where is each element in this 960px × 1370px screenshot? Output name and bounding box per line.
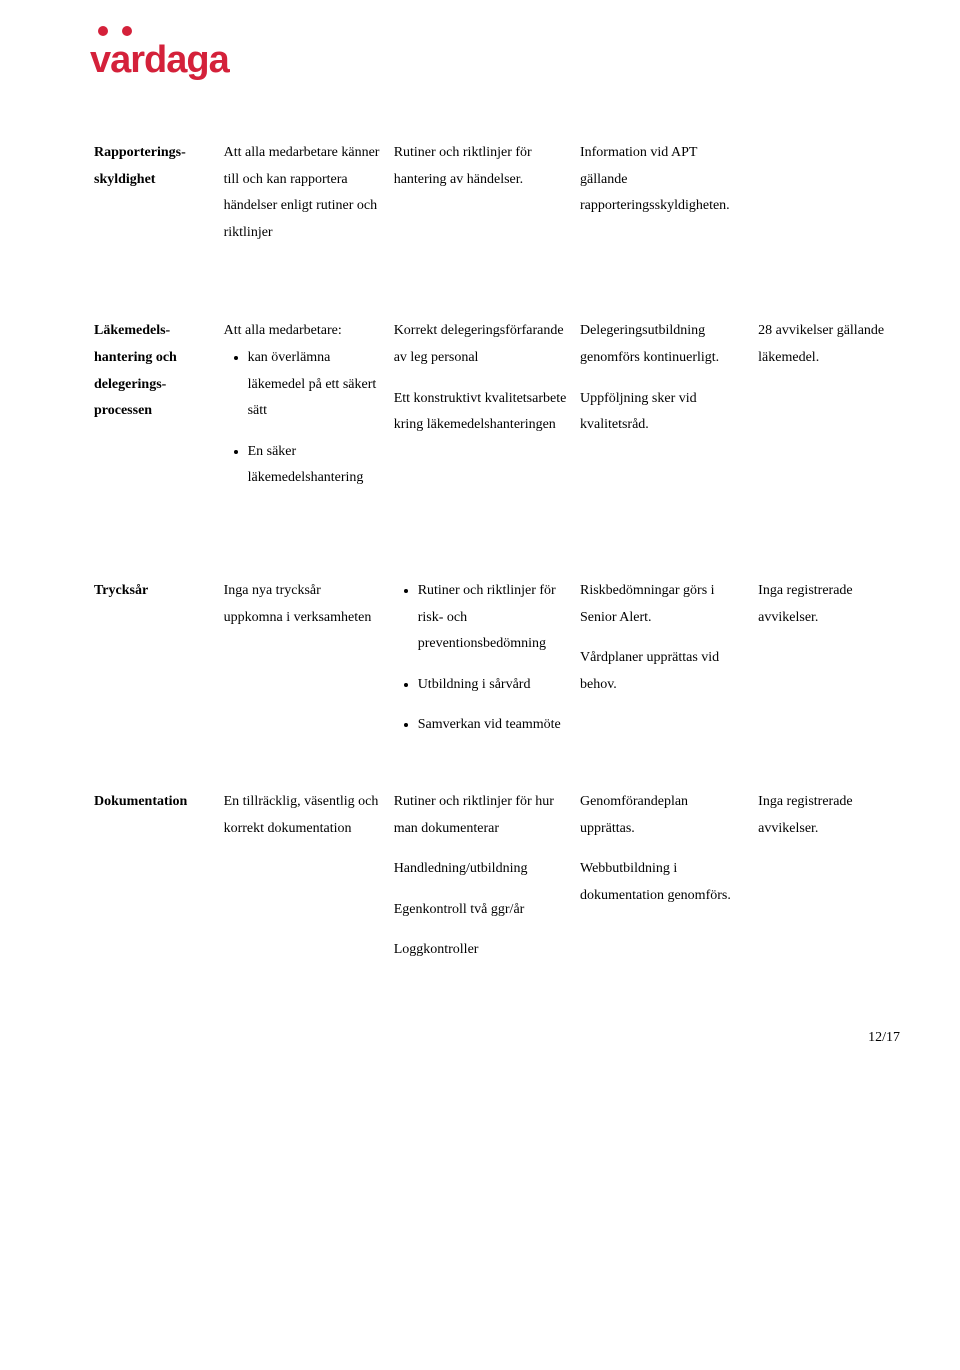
logo: vardaga <box>90 24 900 82</box>
row1-col3: Information vid APT gällande rapporterin… <box>576 130 754 272</box>
row1-label: Rapporterings-skyldighet <box>90 130 220 272</box>
row3-col3: Riskbedömningar görs i Senior Alert. Vår… <box>576 568 754 779</box>
row1-col4 <box>754 130 900 272</box>
paragraph: Riskbedömningar görs i Senior Alert. <box>580 578 746 631</box>
list-item: Utbildning i sårvård <box>418 672 568 699</box>
paragraph: Loggkontroller <box>394 937 568 964</box>
page-number: 12/17 <box>90 1030 900 1046</box>
list-item: Rutiner och riktlinjer för risk- och pre… <box>418 578 568 658</box>
paragraph: Uppföljning sker vid kvalitetsråd. <box>580 386 746 439</box>
row2-label: Läkemedels-hantering och delegerings-pro… <box>90 308 220 532</box>
paragraph: Webbutbildning i dokumentation genomförs… <box>580 856 746 909</box>
list-item: En säker läkemedelshantering <box>248 439 382 492</box>
paragraph: Delegeringsutbildning genomförs kontinue… <box>580 318 746 371</box>
row2-col1-list: kan överlämna läkemedel på ett säkert sä… <box>224 345 382 492</box>
row4-col3: Genomförandeplan upprättas. Webbutbildni… <box>576 779 754 990</box>
svg-text:vardaga: vardaga <box>90 39 231 81</box>
row4-label: Dokumentation <box>90 779 220 990</box>
paragraph: Rutiner och riktlinjer för hur man dokum… <box>394 789 568 842</box>
list-item: kan överlämna läkemedel på ett säkert sä… <box>248 345 382 425</box>
paragraph: Vårdplaner upprättas vid behov. <box>580 645 746 698</box>
table-row: Dokumentation En tillräcklig, väsentlig … <box>90 779 900 990</box>
paragraph: Egenkontroll två ggr/år <box>394 897 568 924</box>
row1-col2: Rutiner och riktlinjer för hantering av … <box>390 130 576 272</box>
row2-col1-lead: Att alla medarbetare: <box>224 323 342 338</box>
paragraph: Korrekt delegeringsförfarande av leg per… <box>394 318 568 371</box>
row2-col1: Att alla medarbetare: kan överlämna läke… <box>220 308 390 532</box>
list-item: Samverkan vid teammöte <box>418 712 568 739</box>
row4-col2: Rutiner och riktlinjer för hur man dokum… <box>390 779 576 990</box>
row3-col2-list: Rutiner och riktlinjer för risk- och pre… <box>394 578 568 739</box>
vardaga-logo: vardaga <box>90 24 270 82</box>
table-row: Rapporterings-skyldighet Att alla medarb… <box>90 130 900 272</box>
paragraph: Handledning/utbildning <box>394 856 568 883</box>
table-row: Trycksår Inga nya trycksår uppkomna i ve… <box>90 568 900 779</box>
content-table: Rapporterings-skyldighet Att alla medarb… <box>90 130 900 990</box>
paragraph: Genomförandeplan upprättas. <box>580 789 746 842</box>
row2-col2: Korrekt delegeringsförfarande av leg per… <box>390 308 576 532</box>
paragraph: Ett konstruktivt kvalitetsarbete kring l… <box>394 386 568 439</box>
row3-col2: Rutiner och riktlinjer för risk- och pre… <box>390 568 576 779</box>
row1-col1: Att alla medarbetare känner till och kan… <box>220 130 390 272</box>
row2-col4: 28 avvikelser gällande läkemedel. <box>754 308 900 532</box>
table-row: Läkemedels-hantering och delegerings-pro… <box>90 308 900 532</box>
row3-col4: Inga registrerade avvikelser. <box>754 568 900 779</box>
row4-col1: En tillräcklig, väsentlig och korrekt do… <box>220 779 390 990</box>
row3-col1: Inga nya trycksår uppkomna i verksamhete… <box>220 568 390 779</box>
row2-col3: Delegeringsutbildning genomförs kontinue… <box>576 308 754 532</box>
row3-label: Trycksår <box>90 568 220 779</box>
row4-col4: Inga registrerade avvikelser. <box>754 779 900 990</box>
